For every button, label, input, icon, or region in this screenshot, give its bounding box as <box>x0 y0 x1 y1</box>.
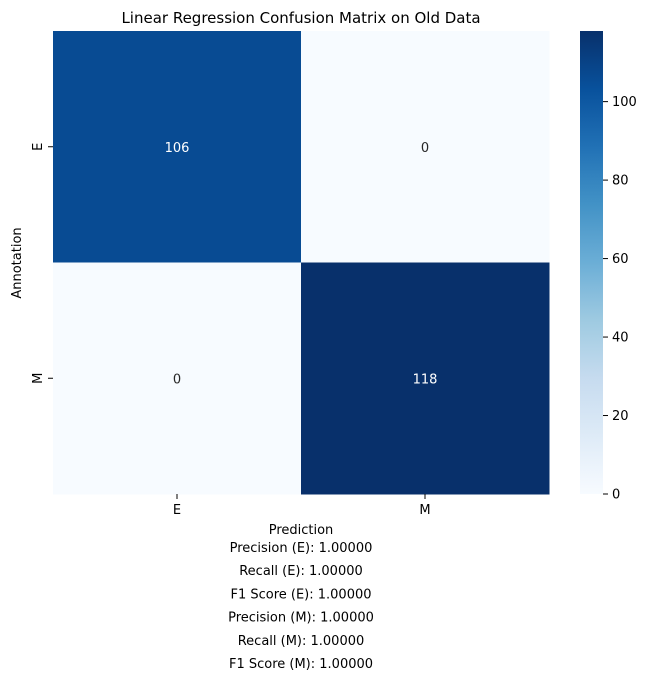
metric-line: Recall (E): 1.00000 <box>239 564 363 579</box>
y-tick-label: M <box>31 373 46 384</box>
colorbar-gradient <box>580 31 603 494</box>
x-tick-label: M <box>419 503 430 518</box>
cell-value-label: 118 <box>413 372 438 387</box>
metric-line: Precision (M): 1.00000 <box>228 611 374 626</box>
cell-value-label: 106 <box>165 141 190 156</box>
y-axis: EM <box>31 143 53 384</box>
heatmap-cell <box>301 262 550 495</box>
cell-value-label: 0 <box>173 372 181 387</box>
metrics-block: Precision (E): 1.00000 Recall (E): 1.0000… <box>228 541 374 672</box>
colorbar-tick-label: 100 <box>612 95 637 110</box>
heatmap-cells <box>53 31 550 495</box>
heatmap-cell <box>53 262 302 495</box>
colorbar-tick-label: 40 <box>612 331 629 346</box>
colorbar-tick-label: 20 <box>612 409 629 424</box>
cell-value-label: 0 <box>421 141 429 156</box>
colorbar-tick-label: 0 <box>612 488 620 503</box>
x-tick-label: E <box>173 503 181 518</box>
colorbar: 0 20 40 60 80 100 <box>580 31 637 503</box>
colorbar-tick-label: 80 <box>612 174 629 189</box>
y-tick-label: E <box>31 143 46 151</box>
heatmap-cell <box>53 31 302 263</box>
metric-line: F1 Score (E): 1.00000 <box>230 587 371 602</box>
chart-title: Linear Regression Confusion Matrix on Ol… <box>121 9 480 27</box>
heatmap-cell <box>301 31 550 263</box>
y-axis-label: Annotation <box>10 227 25 298</box>
x-axis-label: Prediction <box>269 523 334 538</box>
colorbar-tick-label: 60 <box>612 252 629 267</box>
metric-line: Precision (E): 1.00000 <box>230 541 373 556</box>
metric-line: Recall (M): 1.00000 <box>238 634 365 649</box>
cell-labels: 106 0 0 118 <box>165 141 438 388</box>
metric-line: F1 Score (M): 1.00000 <box>229 657 373 672</box>
